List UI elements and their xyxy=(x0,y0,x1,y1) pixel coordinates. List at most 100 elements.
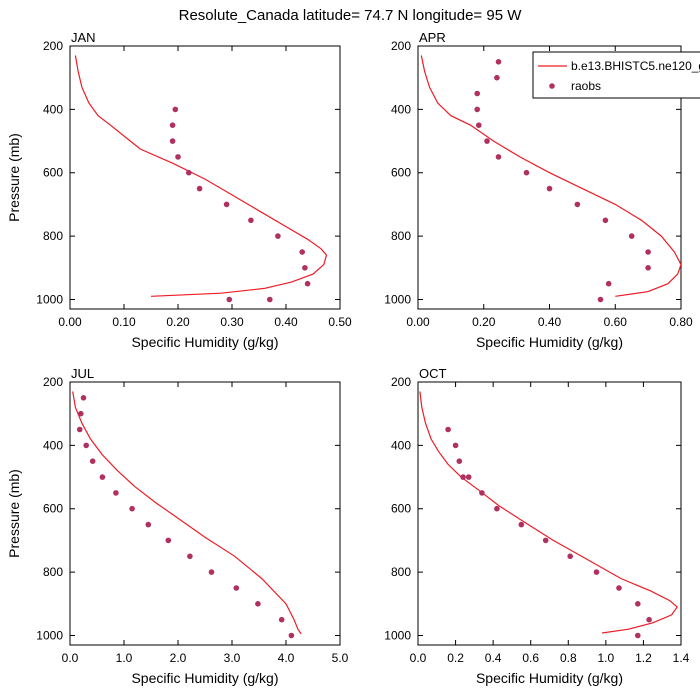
obs-point xyxy=(89,458,96,465)
obs-point xyxy=(145,521,152,528)
x-tick-label: 0.80 xyxy=(669,315,693,329)
obs-point xyxy=(78,410,84,417)
x-tick-label: 0.50 xyxy=(328,315,352,329)
obs-point xyxy=(476,122,482,128)
obs-point xyxy=(275,233,281,239)
obs-point xyxy=(646,616,652,623)
obs-point xyxy=(494,74,500,81)
x-tick-label: 0.10 xyxy=(112,315,136,329)
panel-jul: JUL 0.0 1.0 2.0 3.0 4.0 5.0 200 400 600 800 1000 Spe… xyxy=(6,366,349,686)
x-tick-label: 0.8 xyxy=(560,651,577,665)
obs-point xyxy=(465,474,472,480)
y-tick-label: 1000 xyxy=(36,292,63,306)
obs-point xyxy=(169,122,176,128)
obs-point xyxy=(172,106,179,113)
obs-point xyxy=(304,280,311,287)
panel-label: OCT xyxy=(419,366,447,381)
obs-point xyxy=(196,185,203,192)
figure-title: Resolute_Canada latitude= 74.7 N longitu… xyxy=(179,7,523,24)
obs-point xyxy=(542,537,549,544)
x-tick-label: 3.0 xyxy=(224,651,241,665)
x-tick-label: 0.0 xyxy=(410,651,427,665)
obs-point xyxy=(208,569,215,575)
obs-point xyxy=(460,474,466,480)
obs-point xyxy=(255,601,261,607)
obs-point xyxy=(299,249,306,255)
legend-obs-label: raobs xyxy=(571,79,601,93)
x-tick-label: 4.0 xyxy=(278,651,295,665)
x-tick-label: 5.0 xyxy=(332,651,349,665)
x-tick-label: 1.0 xyxy=(598,651,615,665)
y-tick-label: 400 xyxy=(43,102,63,116)
obs-point xyxy=(593,569,600,575)
model-line xyxy=(74,55,328,297)
obs-point xyxy=(165,537,172,544)
obs-point xyxy=(628,233,635,239)
legend-model-label: b.e13.BHISTC5.ne120_g16 xyxy=(571,59,700,73)
x-axis-label: Specific Humidity (g/kg) xyxy=(131,334,278,350)
x-tick-label: 0.20 xyxy=(166,315,190,329)
y-tick-label: 600 xyxy=(391,166,411,180)
obs-point xyxy=(445,426,451,433)
x-tick-label: 0.60 xyxy=(604,315,628,329)
legend-obs-swatch xyxy=(549,83,555,89)
x-axis-label: Specific Humidity (g/kg) xyxy=(131,670,278,686)
panel-frame xyxy=(69,381,341,646)
panel-frame xyxy=(69,45,341,310)
legend: b.e13.BHISTC5.ne120_g16 raobs xyxy=(532,51,700,99)
obs-point xyxy=(567,553,573,560)
obs-point xyxy=(83,442,89,449)
x-tick-label: 0.00 xyxy=(58,315,82,329)
obs-point xyxy=(645,249,651,255)
y-tick-label: 800 xyxy=(43,565,63,579)
obs-point xyxy=(302,265,308,271)
panel-label: APR xyxy=(419,30,446,45)
obs-point xyxy=(175,154,181,160)
obs-point xyxy=(452,442,459,449)
panel-frame xyxy=(417,381,682,646)
x-tick-label: 0.00 xyxy=(406,315,430,329)
obs-point xyxy=(187,553,193,560)
obs-point xyxy=(616,585,622,591)
obs-point xyxy=(233,585,240,591)
y-tick-label: 400 xyxy=(391,102,411,116)
obs-point xyxy=(635,601,641,607)
x-axis-label: Specific Humidity (g/kg) xyxy=(476,670,623,686)
panel-oct: OCT 0.0 0.2 0.4 0.6 0.8 1.0 1.2 1.4 200 400 600 800 1… xyxy=(384,366,689,686)
x-tick-label: 2.0 xyxy=(170,651,187,665)
obs-point xyxy=(474,90,481,97)
obs-point xyxy=(602,217,609,224)
legend-box xyxy=(532,51,700,99)
y-tick-label: 1000 xyxy=(36,628,63,642)
x-tick-label: 1.4 xyxy=(673,651,690,665)
obs-point xyxy=(248,217,254,224)
panel-jan: JAN 0.00 0.10 0.20 0.30 0.40 0.50 200 400 600 800 1… xyxy=(6,30,352,350)
obs-point xyxy=(474,106,481,113)
obs-point xyxy=(456,458,463,465)
obs-point xyxy=(494,505,500,512)
y-tick-label: 800 xyxy=(43,229,63,243)
y-tick-label: 400 xyxy=(391,438,411,452)
obs-point xyxy=(495,59,502,65)
obs-point xyxy=(605,280,612,287)
obs-point xyxy=(278,616,285,623)
obs-point xyxy=(645,265,651,271)
y-axis-label: Pressure (mb) xyxy=(6,469,22,558)
x-tick-label: 0.6 xyxy=(522,651,539,665)
y-tick-label: 800 xyxy=(391,565,411,579)
x-tick-label: 0.0 xyxy=(62,651,79,665)
y-tick-label: 600 xyxy=(43,502,63,516)
obs-point xyxy=(113,490,119,496)
obs-point xyxy=(129,505,135,512)
y-tick-label: 600 xyxy=(391,502,411,516)
y-tick-label: 1000 xyxy=(384,292,411,306)
obs-point xyxy=(574,201,581,208)
panel-label: JUL xyxy=(71,366,94,381)
y-tick-label: 200 xyxy=(391,375,411,389)
obs-point xyxy=(267,296,273,303)
obs-point xyxy=(523,169,530,176)
x-tick-label: 0.30 xyxy=(220,315,244,329)
x-tick-label: 0.20 xyxy=(472,315,496,329)
y-tick-label: 200 xyxy=(43,375,63,389)
